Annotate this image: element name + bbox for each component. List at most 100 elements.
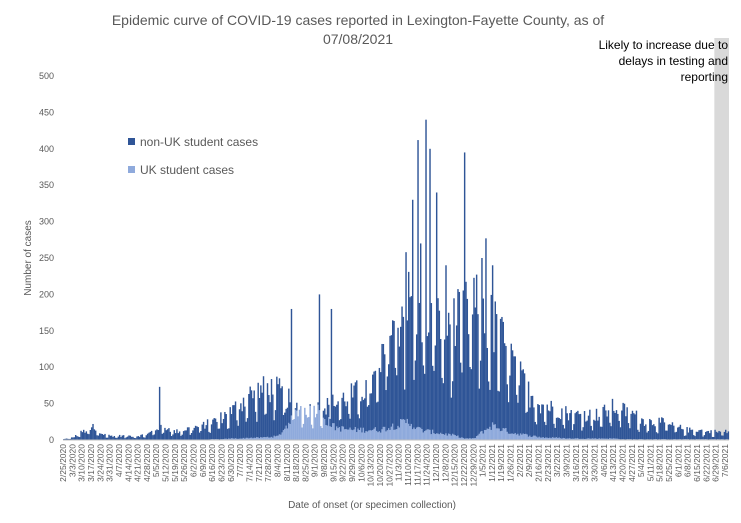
bar-non-uk-student [64,438,66,440]
bar-non-uk-student [565,406,567,439]
bar-uk-student [431,429,434,440]
bar-uk-student [554,437,556,440]
bar-uk-student [561,438,563,440]
bar-non-uk-student [590,425,592,439]
bar-non-uk-student [701,429,703,440]
bar-non-uk-student [137,436,140,440]
bar-non-uk-student [398,346,401,428]
bar-non-uk-student [595,408,598,439]
bar-non-uk-student [507,402,510,434]
bar-non-uk-student [711,436,714,440]
bar-non-uk-student [214,418,217,440]
bar-uk-student [365,431,367,440]
bar-non-uk-student [431,365,434,430]
x-tick-label: 4/6/2021 [599,444,609,477]
bar-uk-student [546,437,548,440]
bar-uk-student [526,434,528,440]
x-tick-label: 10/6/2020 [356,444,366,482]
bar-uk-student [430,434,433,440]
bar-non-uk-student [435,192,438,434]
bar-uk-student [349,427,351,440]
bar-uk-student [373,428,375,440]
bar-non-uk-student [478,388,481,434]
bar-non-uk-student [93,429,96,440]
bar-non-uk-student [97,435,100,440]
bar-non-uk-student [66,438,69,440]
bar-non-uk-student [384,354,386,427]
x-tick-label: 2/23/2021 [543,444,553,482]
bar-non-uk-student [497,390,499,429]
bar-uk-student [344,429,346,440]
bar-non-uk-student [695,431,698,440]
bar-non-uk-student [627,423,630,440]
bar-uk-student [293,419,295,440]
bar-non-uk-student [417,140,419,427]
bar-non-uk-student [109,435,112,440]
bar-non-uk-student [117,436,120,440]
bar-non-uk-student [365,380,367,432]
bar-non-uk-student [78,437,81,440]
bar-uk-student [350,429,353,440]
bar-non-uk-student [547,410,550,439]
bar-uk-student [398,427,401,440]
bar-uk-student [434,434,437,440]
bar-non-uk-student [201,424,203,440]
bar-uk-student [384,426,386,440]
bar-non-uk-student [82,429,85,440]
bar-non-uk-student [112,437,114,440]
bar-non-uk-student [426,336,429,430]
bar-uk-student [377,432,379,440]
bar-non-uk-student [669,424,671,440]
bar-non-uk-student [165,430,167,440]
bar-non-uk-student [249,386,251,438]
bar-non-uk-student [276,376,278,436]
chart-title-line-1: Epidemic curve of COVID-19 cases reporte… [112,12,604,28]
x-tick-label: 5/12/2020 [161,444,171,482]
bar-uk-student [438,434,441,440]
bar-uk-student [603,438,606,440]
bar-uk-student [533,435,535,440]
y-tick-label: 400 [39,144,54,154]
x-tick-label: 7/14/2020 [244,444,254,482]
bar-non-uk-student [134,438,137,440]
bar-non-uk-student [181,434,183,440]
bar-non-uk-student [136,436,138,440]
bar-non-uk-student [719,431,722,440]
bar-non-uk-student [634,414,636,440]
bar-non-uk-student [619,427,622,440]
bar-uk-student [266,436,269,440]
bar-non-uk-student [238,409,241,439]
bar-non-uk-student [86,433,89,440]
bar-non-uk-student [200,431,202,440]
x-tick-label: 10/13/2020 [366,444,376,487]
bar-uk-student [333,423,335,440]
bar-uk-student [405,423,407,440]
bar-non-uk-student [459,362,462,438]
bar-non-uk-student [121,435,124,440]
bar-non-uk-student [366,406,369,432]
bar-non-uk-student [670,424,672,440]
bar-non-uk-student [352,397,354,431]
bar-non-uk-student [96,435,98,440]
bar-uk-student [537,437,539,440]
bar-non-uk-student [651,425,654,440]
bar-uk-student [366,431,369,440]
bar-non-uk-student [555,417,558,438]
bar-uk-student [490,429,493,440]
bar-uk-student [236,438,238,440]
bar-uk-student [330,426,333,440]
bar-non-uk-student [401,306,403,420]
bar-uk-student [541,437,543,440]
bar-non-uk-student [286,407,289,429]
bar-non-uk-student [388,364,390,429]
bar-uk-student [519,433,522,440]
bar-non-uk-student [607,410,610,439]
bar-uk-student [264,437,266,440]
bar-uk-student [538,436,540,440]
bar-non-uk-student [421,342,423,430]
bar-uk-student [360,427,362,440]
bar-non-uk-student [272,394,274,438]
bar-uk-student [253,437,255,440]
bar-non-uk-student [373,371,375,429]
bar-non-uk-student [693,435,695,440]
